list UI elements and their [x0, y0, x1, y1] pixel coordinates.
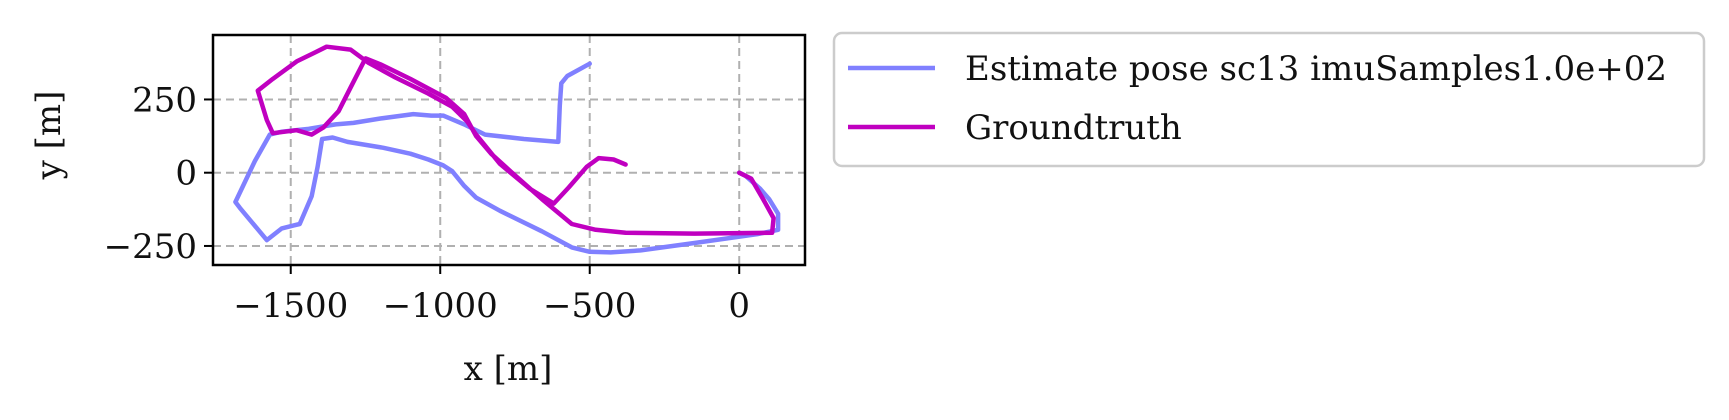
y-tick-labels: −250 0 250: [104, 80, 197, 266]
legend: Estimate pose sc13 imuSamples1.0e+02 Gro…: [832, 31, 1706, 168]
x-tick-label: 0: [728, 286, 750, 326]
legend-label-estimate: Estimate pose sc13 imuSamples1.0e+02: [965, 49, 1667, 89]
x-tick-labels: −1500 −1000 −500 0: [233, 286, 750, 326]
grid-lines: [213, 35, 805, 265]
x-axis-label: x [m]: [464, 349, 553, 389]
series-line-groundtruth: [255, 44, 776, 236]
x-tick-label: −1500: [233, 286, 348, 326]
tick-marks: [204, 98, 741, 274]
legend-label-groundtruth: Groundtruth: [965, 108, 1182, 148]
plot-frame: [211, 33, 807, 267]
series-line-estimate: [233, 61, 781, 255]
x-tick-label: −1000: [383, 286, 498, 326]
series-lines: [233, 44, 781, 255]
y-tick-label: −250: [104, 227, 197, 267]
y-tick-label: 250: [132, 80, 197, 120]
x-tick-label: −500: [543, 286, 636, 326]
legend-box: [832, 31, 1706, 168]
y-axis-label: y [m]: [29, 91, 69, 181]
y-tick-label: 0: [175, 154, 197, 194]
